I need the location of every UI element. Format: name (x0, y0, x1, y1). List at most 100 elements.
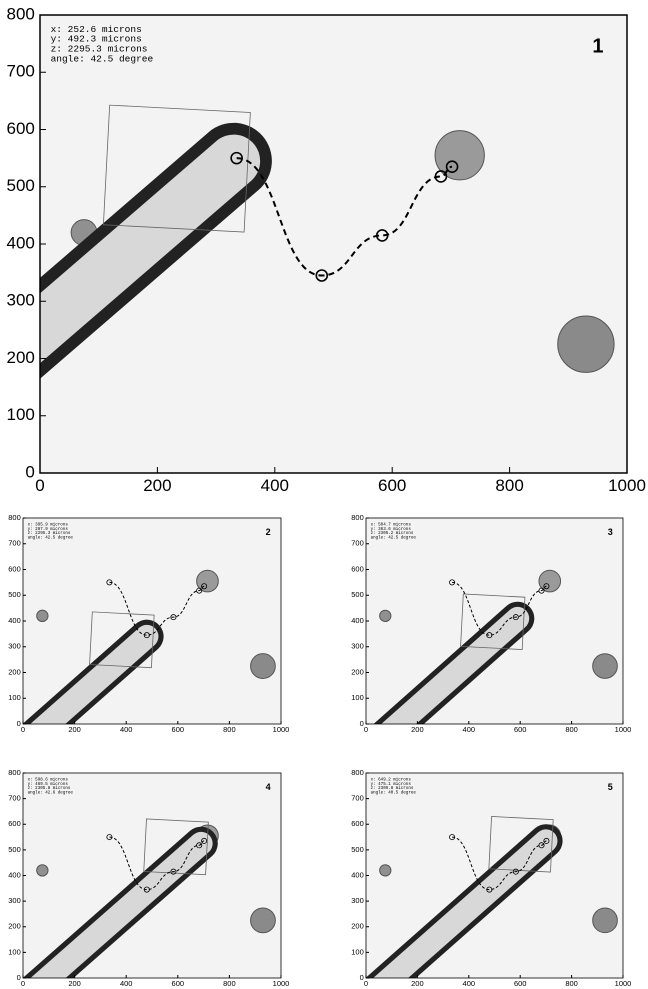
trajectory (236, 157, 453, 277)
y-tick-label: 400 (351, 870, 364, 879)
x-tick-label: 1000 (608, 476, 646, 495)
trajectory-point (143, 632, 150, 639)
trajectory-point (196, 587, 203, 594)
trajectory-point (486, 632, 493, 639)
y-tick-label: 600 (8, 564, 21, 573)
cell (36, 609, 49, 623)
y-tick-label: 700 (351, 794, 364, 803)
panel-label: 2 (266, 527, 271, 537)
annotation: x: 395.9 microns (28, 522, 69, 527)
trajectory-point (315, 269, 329, 282)
y-tick-label: 800 (351, 513, 364, 522)
x-tick-label: 600 (514, 979, 527, 988)
x-tick-label: 600 (378, 476, 406, 495)
trajectory-point (538, 587, 545, 594)
trajectory-point (230, 151, 243, 165)
y-tick-label: 0 (17, 973, 21, 982)
y-tick-label: 100 (351, 693, 364, 702)
x-tick-label: 800 (565, 725, 578, 734)
annotation: y: 287.9 microns (28, 527, 69, 532)
cell (250, 907, 276, 934)
pipette-inner (30, 831, 213, 978)
y-tick-label: 600 (8, 819, 21, 828)
y-tick-label: 500 (8, 845, 21, 854)
trajectory-point (512, 614, 519, 621)
trajectory-point (538, 842, 545, 849)
pipette-inner (30, 624, 159, 724)
pipette-inner (373, 829, 558, 978)
cell (592, 653, 618, 679)
y-tick-label: 300 (8, 642, 21, 651)
x-tick-label: 1000 (615, 979, 632, 988)
tracking-box (102, 104, 251, 233)
panel: 0 200 400 600 800 1000 0 100 200 300 400 500 600 700 8… (7, 4, 646, 495)
trajectory-point (170, 868, 177, 875)
trajectory (109, 581, 205, 636)
trajectory-point (106, 834, 113, 841)
y-tick-label: 600 (351, 819, 364, 828)
y-tick-label: 0 (360, 973, 364, 982)
x-tick-label: 0 (21, 725, 25, 734)
panel: 0 200 400 600 800 1000 0 100 200 300 400 500 600 700 8… (351, 768, 632, 988)
trajectory (452, 836, 547, 891)
y-tick-label: 400 (7, 233, 35, 252)
annotation: z: 2295.3 microns (51, 44, 148, 55)
y-tick-label: 300 (351, 896, 364, 905)
panel-label: 3 (608, 527, 613, 537)
x-tick-label: 0 (21, 979, 25, 988)
trajectory (452, 581, 547, 636)
annotation: z: 2305.8 microns (371, 786, 414, 791)
y-tick-label: 500 (351, 845, 364, 854)
y-tick-label: 300 (7, 291, 35, 310)
y-tick-label: 200 (8, 667, 21, 676)
y-tick-label: 400 (8, 870, 21, 879)
trajectory-point (375, 229, 389, 242)
y-tick-label: 800 (7, 4, 35, 23)
x-tick-label: 1000 (273, 725, 290, 734)
y-tick-label: 400 (351, 616, 364, 625)
micrograph (366, 518, 623, 724)
trajectory-point (196, 842, 203, 849)
x-tick-label: 800 (495, 476, 523, 495)
y-tick-label: 500 (8, 590, 21, 599)
cell (592, 907, 618, 934)
annotation: y: 469.5 microns (28, 782, 69, 787)
annotation: y: 475.1 microns (371, 782, 412, 787)
x-tick-label: 600 (172, 725, 185, 734)
x-tick-label: 1000 (615, 725, 632, 734)
annotation: x: 598.6 microns (28, 777, 69, 782)
x-tick-label: 600 (172, 979, 185, 988)
annotation: y: 363.6 microns (371, 527, 412, 532)
x-tick-label: 400 (120, 725, 133, 734)
trajectory-point (434, 170, 448, 183)
y-tick-label: 700 (8, 539, 21, 548)
y-tick-label: 300 (8, 896, 21, 905)
y-tick-label: 100 (8, 947, 21, 956)
panel-label: 1 (592, 35, 603, 57)
annotation: angle: 42.5 degree (371, 536, 417, 541)
y-tick-label: 200 (7, 348, 35, 367)
x-tick-label: 800 (223, 979, 236, 988)
tracking-box (143, 818, 209, 876)
y-tick-label: 700 (8, 794, 21, 803)
cell (379, 609, 392, 623)
y-tick-label: 600 (7, 119, 35, 138)
y-tick-label: 500 (351, 590, 364, 599)
y-tick-label: 800 (351, 768, 364, 777)
y-tick-label: 0 (25, 462, 34, 481)
x-tick-label: 400 (120, 979, 133, 988)
panel: 0 200 400 600 800 1000 0 100 200 300 400 500 600 700 8… (8, 513, 290, 734)
cell (196, 569, 219, 593)
annotation: angle: 42.6 degree (28, 791, 74, 796)
trajectory-point (543, 837, 550, 844)
panel: 0 200 400 600 800 1000 0 100 200 300 400 500 600 700 8… (8, 768, 290, 988)
annotation: x: 649.2 microns (371, 777, 412, 782)
x-tick-label: 1000 (273, 979, 290, 988)
annotation: y: 492.3 microns (51, 34, 142, 45)
trajectory-point (449, 579, 456, 586)
trajectory (109, 836, 205, 891)
x-tick-label: 400 (463, 725, 476, 734)
trajectory-point (486, 886, 493, 893)
y-tick-label: 200 (8, 922, 21, 931)
y-tick-label: 200 (351, 922, 364, 931)
